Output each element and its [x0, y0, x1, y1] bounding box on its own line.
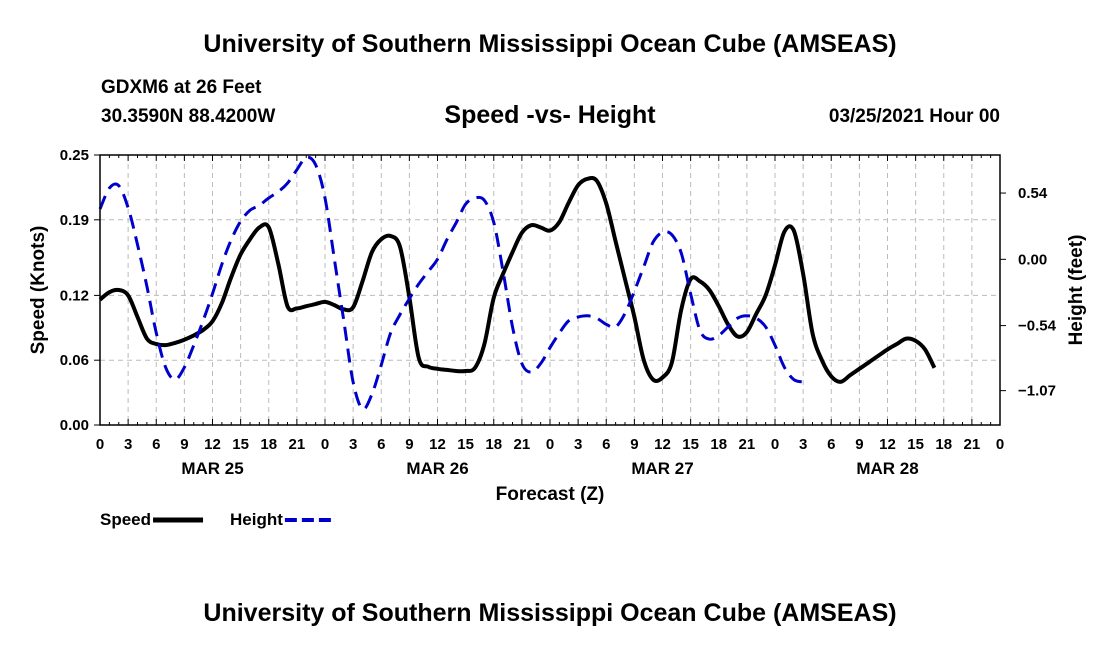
x-tick-label: 6 [602, 436, 610, 453]
x-tick-label: 12 [204, 436, 221, 453]
x-tick-label: 21 [964, 436, 981, 453]
x-tick-label: 9 [180, 436, 188, 453]
x-tick-label: 9 [405, 436, 413, 453]
x-tick-label: 12 [879, 436, 896, 453]
x-tick-label: 21 [739, 436, 756, 453]
x-tick-label: 3 [124, 436, 132, 453]
x-tick-label: 12 [654, 436, 671, 453]
y-left-tick-label: 0.06 [60, 352, 89, 369]
x-tick-label: 18 [485, 436, 502, 453]
x-tick-label: 15 [682, 436, 699, 453]
speed-series-line [98, 176, 937, 384]
y-left-tick-label: 0.25 [60, 147, 89, 164]
x-tick-label: 12 [429, 436, 446, 453]
legend-label: Speed [100, 510, 151, 529]
day-label: MAR 27 [631, 459, 693, 478]
coordinates-label: 30.3590N 88.4200W [101, 106, 276, 127]
x-tick-label: 0 [321, 436, 329, 453]
y-left-tick-label: 0.12 [60, 287, 89, 304]
x-tick-label: 18 [935, 436, 952, 453]
x-tick-label: 0 [996, 436, 1004, 453]
x-tick-label: 6 [827, 436, 835, 453]
x-tick-label: 15 [232, 436, 249, 453]
x-tick-label: 0 [771, 436, 779, 453]
x-tick-label: 3 [799, 436, 807, 453]
y-right-tick-label: −1.07 [1018, 383, 1056, 400]
x-tick-label: 6 [377, 436, 385, 453]
x-tick-label: 18 [710, 436, 727, 453]
y-left-tick-label: 0.00 [60, 417, 89, 434]
y-axis-right-title: Height (feet) [1066, 235, 1087, 346]
day-label: MAR 25 [181, 459, 243, 478]
chart-title: Speed -vs- Height [444, 101, 656, 129]
y-right-tick-label: 0.00 [1018, 251, 1047, 268]
series-lines [98, 155, 937, 411]
grid-lines [100, 155, 1000, 425]
y-right-tick-label: −0.54 [1018, 318, 1057, 335]
x-tick-label: 3 [574, 436, 582, 453]
y-axis-left-title: Speed (Knots) [28, 226, 49, 355]
x-tick-label: 9 [630, 436, 638, 453]
x-tick-label: 15 [457, 436, 474, 453]
x-tick-label: 21 [514, 436, 531, 453]
x-tick-label: 0 [546, 436, 554, 453]
day-label: MAR 26 [406, 459, 468, 478]
day-label: MAR 28 [856, 459, 918, 478]
x-tick-label: 3 [349, 436, 357, 453]
x-tick-label: 6 [152, 436, 160, 453]
x-tick-label: 0 [96, 436, 104, 453]
x-tick-label: 9 [855, 436, 863, 453]
height-series-line [98, 155, 804, 411]
station-label: GDXM6 at 26 Feet [101, 77, 262, 98]
footer-title: University of Southern Mississippi Ocean… [203, 599, 897, 627]
x-axis-title: Forecast (Z) [496, 484, 605, 505]
main-title: University of Southern Mississippi Ocean… [203, 30, 897, 58]
y-right-tick-label: 0.54 [1018, 185, 1048, 202]
x-tick-label: 18 [260, 436, 277, 453]
legend-label: Height [230, 510, 283, 529]
x-tick-label: 21 [289, 436, 306, 453]
date-label: 03/25/2021 Hour 00 [828, 106, 1000, 127]
x-tick-label: 15 [907, 436, 924, 453]
axes: 0 3 6 9 12 15 18 21 0 3 6 9 12 15 18 21 0 3 6 9 12 15 18 21 0 3 6 9… [60, 147, 1057, 478]
legend: Speed Height [100, 510, 335, 529]
y-left-tick-label: 0.19 [60, 212, 89, 229]
